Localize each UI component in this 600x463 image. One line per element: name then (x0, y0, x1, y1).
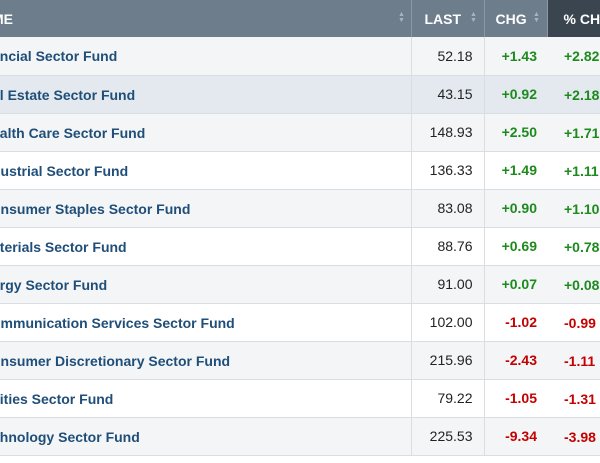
change-cell: +0.07 (484, 265, 547, 304)
fund-name-cell[interactable]: onsumer Staples Sector Fund (0, 189, 412, 228)
column-header-last[interactable]: LAST ▲ ▼ (411, 0, 485, 37)
table-row[interactable]: ommunication Services Sector Fund 102.00-… (0, 303, 600, 342)
percent-change-value: +2.18 (564, 86, 600, 103)
percent-change-cell: +1.11 (547, 151, 600, 190)
column-header-pct-chg[interactable]: % CHG (547, 0, 600, 37)
fund-name-cell[interactable]: ergy Sector Fund (0, 265, 412, 304)
fund-name-link[interactable]: ergy Sector Fund (0, 276, 108, 293)
table-row[interactable]: chnology Sector Fund 225.53 -9.34 -3.98 (0, 417, 600, 456)
column-header-name[interactable]: ME ▲▼ (0, 0, 412, 37)
percent-change-cell: -1.11 (547, 341, 600, 380)
percent-change-cell: -0.99 (547, 303, 600, 342)
fund-name-link[interactable]: chnology Sector Fund (0, 428, 140, 445)
percent-change-cell: +0.08 (547, 265, 600, 304)
sort-arrows-icon[interactable]: ▲ ▼ (470, 11, 477, 24)
table-row[interactable]: aterials Sector Fund 88.76 +0.69 +0.78 (0, 227, 600, 266)
fund-name-link[interactable]: onsumer Staples Sector Fund (0, 200, 191, 217)
change-cell: +2.50 (484, 113, 547, 152)
fund-name-link[interactable]: onsumer Discretionary Sector Fund (0, 352, 231, 369)
percent-change-value: +2.82 (564, 48, 600, 64)
column-header-pct-chg-label: % CHG (563, 11, 600, 27)
sort-arrows-icon[interactable]: ▲ ▼ (398, 11, 405, 24)
percent-change-value: -3.98 (564, 428, 596, 445)
percent-change-value: -1.31 (564, 390, 596, 407)
change-cell: +0.69 (484, 227, 547, 266)
percent-change-value: +1.10 (564, 200, 600, 217)
column-header-chg-label: CHG (495, 11, 527, 27)
fund-name-link[interactable]: ancial Sector Fund (0, 48, 118, 64)
percent-change-cell: +0.78 (547, 227, 600, 266)
change-cell: -1.02 (484, 303, 547, 342)
percent-change-value: -0.99 (564, 314, 596, 331)
last-price-cell: 43.15 (411, 75, 485, 114)
percent-change-cell: +2.18 (547, 75, 600, 114)
percent-change-cell: -3.98 (547, 417, 600, 456)
table-row[interactable]: ealth Care Sector Fund 148.93 +2.50 +1.71 (0, 113, 600, 152)
fund-name-link[interactable]: dustrial Sector Fund (0, 162, 129, 179)
table-row[interactable]: onsumer Staples Sector Fund 83.08 +0.90 +1.… (0, 189, 600, 228)
last-price-cell: 102.00 (411, 303, 485, 342)
fund-name-cell[interactable]: onsumer Discretionary Sector Fund (0, 341, 412, 380)
fund-name-cell[interactable]: al Estate Sector Fund (0, 75, 412, 114)
fund-name-cell[interactable]: ealth Care Sector Fund (0, 113, 412, 152)
change-cell: +0.92 (484, 75, 547, 114)
last-price-cell: 79.22 (411, 379, 485, 418)
percent-change-cell: +1.10 (547, 189, 600, 228)
change-cell: +1.43 (484, 37, 547, 76)
column-header-chg[interactable]: CHG ▲ ▼ (484, 0, 548, 37)
change-cell: -1.05 (484, 379, 547, 418)
percent-change-cell: -1.31 (547, 379, 600, 418)
table-row[interactable]: ancial Sector Fund 52.18 +1.43 +2.82 (0, 37, 600, 76)
last-price-cell: 225.53 (411, 417, 485, 456)
column-header-name-label: ME (0, 11, 13, 27)
percent-change-value: -1.11 (564, 352, 596, 369)
fund-name-cell[interactable]: ilities Sector Fund (0, 379, 412, 418)
table-row[interactable]: onsumer Discretionary Sector Fund 215.96-… (0, 341, 600, 380)
fund-name-link[interactable]: ilities Sector Fund (0, 390, 114, 407)
table-row[interactable]: al Estate Sector Fund 43.15 +0.92 +2.18 (0, 75, 600, 114)
table-header-row: ME ▲▼ LAST ▲▼ CHG ▲▼ % CHG (0, 0, 600, 37)
fund-name-cell[interactable]: aterials Sector Fund (0, 227, 412, 266)
percent-change-cell: +1.71 (547, 113, 600, 152)
table-row[interactable]: ergy Sector Fund 91.00 +0.07 +0.08 (0, 265, 600, 304)
fund-name-link[interactable]: ealth Care Sector Fund (0, 124, 146, 141)
fund-name-link[interactable]: al Estate Sector Fund (0, 86, 136, 103)
last-price-cell: 52.18 (411, 37, 485, 76)
last-price-cell: 83.08 (411, 189, 485, 228)
table-row[interactable]: dustrial Sector Fund 136.33 +1.49 +1.11 (0, 151, 600, 190)
last-price-cell: 215.96 (411, 341, 485, 380)
percent-change-value: +0.78 (564, 238, 600, 255)
percent-change-value: +1.71 (564, 124, 600, 141)
fund-name-cell[interactable]: dustrial Sector Fund (0, 151, 412, 190)
percent-change-value: +0.08 (564, 276, 600, 293)
change-cell: -2.43 (484, 341, 547, 380)
change-cell: +0.90 (484, 189, 547, 228)
fund-name-cell[interactable]: ancial Sector Fund (0, 37, 412, 76)
last-price-cell: 136.33 (411, 151, 485, 190)
sort-arrows-icon[interactable]: ▲ ▼ (533, 11, 540, 24)
percent-change-value: +1.11 (564, 162, 599, 179)
last-price-cell: 91.00 (411, 265, 485, 304)
fund-name-cell[interactable]: ommunication Services Sector Fund (0, 303, 412, 342)
percent-change-cell: +2.82 (547, 37, 600, 76)
fund-name-link[interactable]: aterials Sector Fund (0, 238, 127, 255)
change-cell: +1.49 (484, 151, 547, 190)
fund-name-link[interactable]: ommunication Services Sector Fund (0, 314, 235, 331)
table-row[interactable]: ilities Sector Fund 79.22 -1.05 -1.31 (0, 379, 600, 418)
last-price-cell: 88.76 (411, 227, 485, 266)
column-header-last-label: LAST (424, 11, 462, 27)
last-price-cell: 148.93 (411, 113, 485, 152)
change-cell: -9.34 (484, 417, 547, 456)
fund-name-cell[interactable]: chnology Sector Fund (0, 417, 412, 456)
